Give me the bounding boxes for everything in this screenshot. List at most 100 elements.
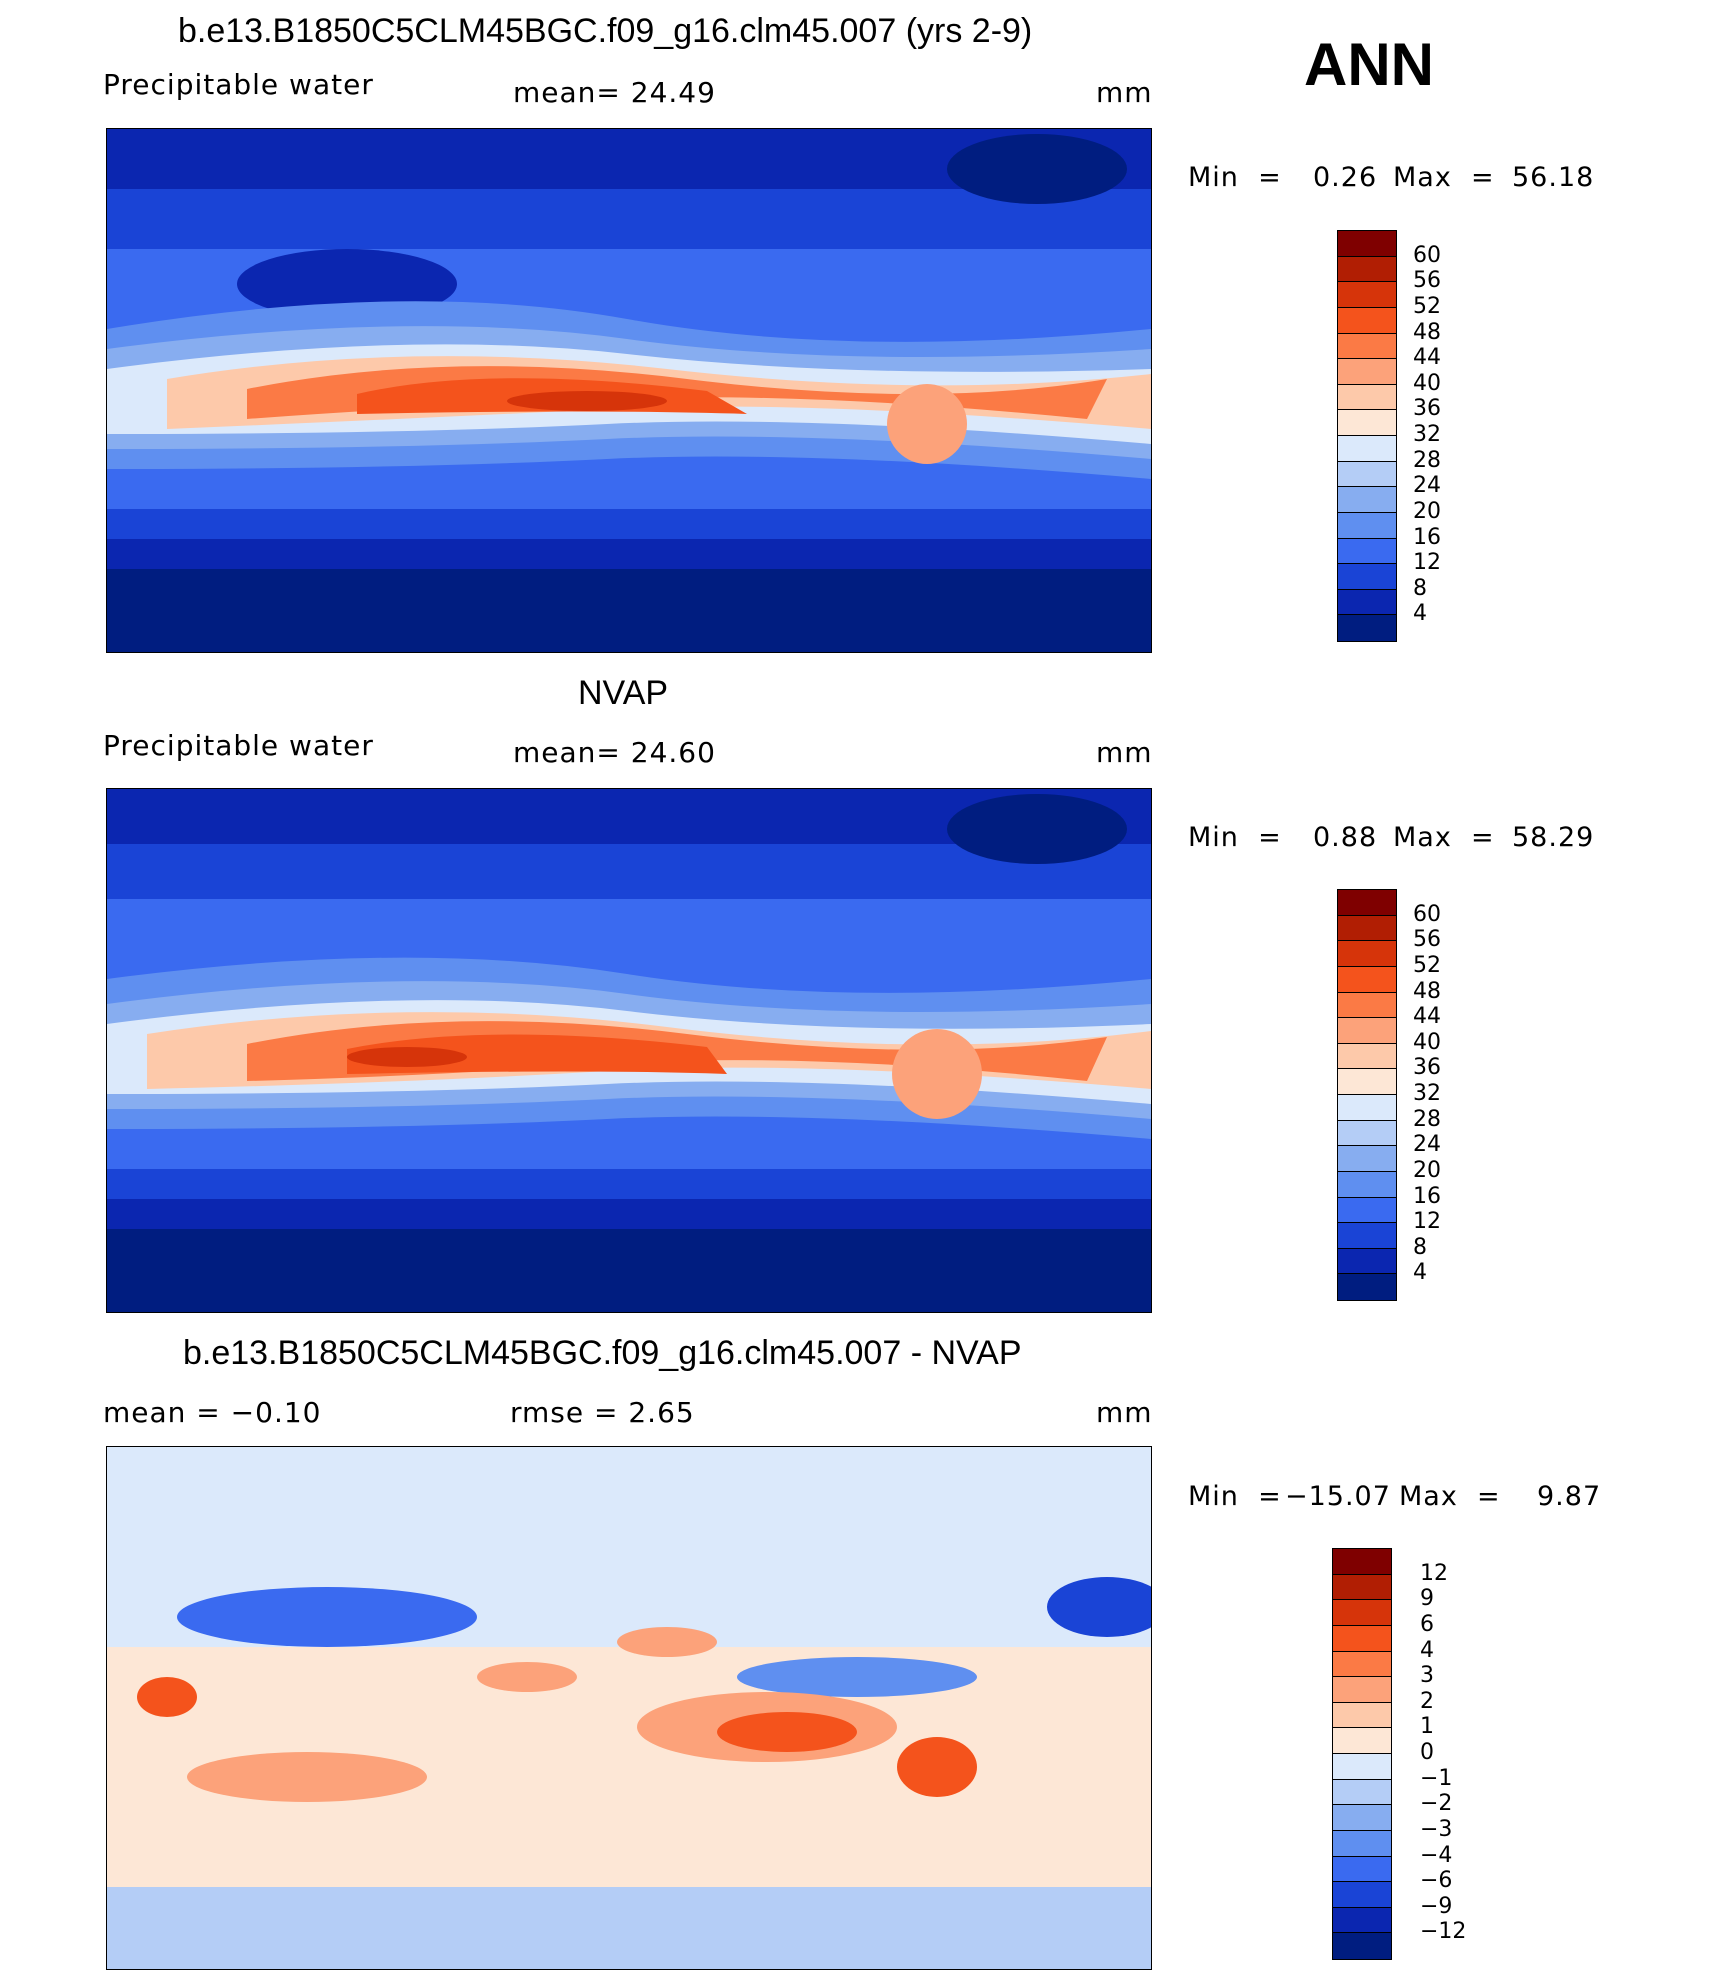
colorbar-segment bbox=[1333, 1856, 1391, 1883]
colorbar-segment bbox=[1338, 1248, 1396, 1275]
colorbar-tick-label: 44 bbox=[1413, 1004, 1441, 1030]
colorbar-tick-label: 8 bbox=[1413, 1234, 1427, 1260]
colorbar-tick-label: 32 bbox=[1413, 422, 1441, 447]
colorbar-tick-label: 9 bbox=[1420, 1586, 1434, 1612]
panel1-min-value: 0.26 bbox=[1313, 162, 1378, 193]
panel3-mean-label: mean = −0.10 bbox=[103, 1396, 322, 1429]
colorbar-segment bbox=[1338, 487, 1396, 513]
panel1-units: mm bbox=[1096, 76, 1153, 109]
panel3-map bbox=[106, 1446, 1152, 1970]
colorbar-tick-label: 16 bbox=[1413, 524, 1441, 550]
colorbar-segment bbox=[1333, 1805, 1391, 1831]
colorbar-segment bbox=[1338, 1274, 1396, 1300]
panel2-variable-label: Precipitable water bbox=[103, 729, 374, 762]
colorbar-tick-label: −6 bbox=[1420, 1868, 1453, 1894]
colorbar-tick-label: −9 bbox=[1420, 1893, 1453, 1919]
colorbar-tick-label: 48 bbox=[1413, 978, 1441, 1004]
season-label: ANN bbox=[1304, 31, 1434, 98]
colorbar-tick-label: 60 bbox=[1413, 242, 1441, 268]
panel3-units: mm bbox=[1096, 1396, 1153, 1429]
panel3-min-value: −15.07 bbox=[1285, 1481, 1391, 1512]
colorbar-tick-label: 40 bbox=[1413, 1029, 1441, 1055]
colorbar-segment bbox=[1338, 1018, 1396, 1044]
colorbar-segment bbox=[1338, 890, 1396, 916]
colorbar-tick-label: 48 bbox=[1413, 319, 1441, 345]
panel2-max-value: 58.29 bbox=[1512, 822, 1595, 853]
colorbar-tick-label: 32 bbox=[1413, 1081, 1441, 1106]
colorbar-tick-label: 36 bbox=[1413, 396, 1441, 422]
colorbar-tick-label: −4 bbox=[1420, 1842, 1453, 1868]
colorbar-segment bbox=[1333, 1625, 1391, 1652]
panel3-map-svg bbox=[107, 1447, 1151, 1969]
colorbar-tick-label: 3 bbox=[1420, 1663, 1434, 1689]
colorbar-tick-label: 6 bbox=[1420, 1611, 1434, 1637]
colorbar-tick-label: 1 bbox=[1420, 1714, 1434, 1740]
panel2-colorbar bbox=[1337, 889, 1397, 1301]
colorbar-segment bbox=[1338, 461, 1396, 488]
colorbar-tick-label: 4 bbox=[1420, 1637, 1434, 1663]
colorbar-tick-label: −1 bbox=[1420, 1765, 1453, 1791]
colorbar-segment bbox=[1338, 589, 1396, 616]
colorbar-segment bbox=[1338, 1120, 1396, 1147]
panel2-min-label: Min = bbox=[1188, 822, 1282, 853]
colorbar-segment bbox=[1338, 512, 1396, 539]
colorbar-segment bbox=[1333, 1907, 1391, 1934]
colorbar-segment bbox=[1338, 538, 1396, 565]
panel1-max-value: 56.18 bbox=[1512, 162, 1595, 193]
colorbar-segment bbox=[1338, 1043, 1396, 1070]
colorbar-tick-label: 4 bbox=[1413, 1260, 1427, 1286]
colorbar-segment bbox=[1333, 1933, 1391, 1959]
colorbar-tick-label: 24 bbox=[1413, 473, 1441, 499]
colorbar-tick-label: 56 bbox=[1413, 268, 1441, 294]
colorbar-segment bbox=[1338, 915, 1396, 942]
colorbar-tick-label: −12 bbox=[1420, 1919, 1467, 1945]
colorbar-tick-label: 16 bbox=[1413, 1183, 1441, 1209]
colorbar-segment bbox=[1333, 1728, 1391, 1754]
colorbar-segment bbox=[1338, 615, 1396, 641]
colorbar-tick-label: 52 bbox=[1413, 293, 1441, 319]
colorbar-segment bbox=[1333, 1702, 1391, 1729]
colorbar-tick-label: 0 bbox=[1420, 1740, 1434, 1765]
colorbar-segment bbox=[1338, 941, 1396, 967]
panel3-title: b.e13.B1850C5CLM45BGC.f09_g16.clm45.007 … bbox=[183, 1334, 1022, 1372]
colorbar-tick-label: 52 bbox=[1413, 952, 1441, 978]
panel2-title: NVAP bbox=[578, 674, 669, 712]
panel1-map bbox=[106, 128, 1152, 653]
colorbar-segment bbox=[1338, 256, 1396, 283]
colorbar-segment bbox=[1333, 1549, 1391, 1575]
colorbar-segment bbox=[1338, 1095, 1396, 1121]
panel2-max-label: Max = bbox=[1393, 822, 1495, 853]
colorbar-tick-label: −2 bbox=[1420, 1791, 1453, 1817]
panel1-title: b.e13.B1850C5CLM45BGC.f09_g16.clm45.007 … bbox=[178, 12, 1033, 50]
colorbar-tick-label: −3 bbox=[1420, 1816, 1453, 1842]
panel2-mean-label: mean= 24.60 bbox=[513, 736, 716, 769]
colorbar-segment bbox=[1333, 1600, 1391, 1626]
panel3-min-label: Min = bbox=[1188, 1481, 1282, 1512]
colorbar-segment bbox=[1338, 1197, 1396, 1224]
colorbar-segment bbox=[1338, 966, 1396, 993]
colorbar-segment bbox=[1338, 359, 1396, 385]
panel1-mean-label: mean= 24.49 bbox=[513, 76, 716, 109]
colorbar-segment bbox=[1338, 384, 1396, 411]
colorbar-segment bbox=[1333, 1882, 1391, 1908]
colorbar-tick-label: 40 bbox=[1413, 370, 1441, 396]
colorbar-segment bbox=[1333, 1677, 1391, 1703]
colorbar-segment bbox=[1338, 1223, 1396, 1249]
colorbar-segment bbox=[1338, 333, 1396, 360]
colorbar-tick-label: 4 bbox=[1413, 601, 1427, 627]
colorbar-segment bbox=[1338, 436, 1396, 462]
colorbar-segment bbox=[1338, 1146, 1396, 1172]
colorbar-segment bbox=[1338, 564, 1396, 590]
colorbar-segment bbox=[1338, 231, 1396, 257]
colorbar-segment bbox=[1338, 282, 1396, 308]
colorbar-tick-label: 36 bbox=[1413, 1055, 1441, 1081]
colorbar-tick-label: 12 bbox=[1413, 550, 1441, 576]
colorbar-tick-label: 8 bbox=[1413, 575, 1427, 601]
panel1-min-label: Min = bbox=[1188, 162, 1282, 193]
panel2-map-svg bbox=[107, 789, 1151, 1312]
panel1-max-label: Max = bbox=[1393, 162, 1495, 193]
colorbar-segment bbox=[1338, 992, 1396, 1019]
panel3-rmse-label: rmse = 2.65 bbox=[510, 1396, 695, 1429]
colorbar-segment bbox=[1338, 410, 1396, 436]
colorbar-segment bbox=[1333, 1754, 1391, 1780]
